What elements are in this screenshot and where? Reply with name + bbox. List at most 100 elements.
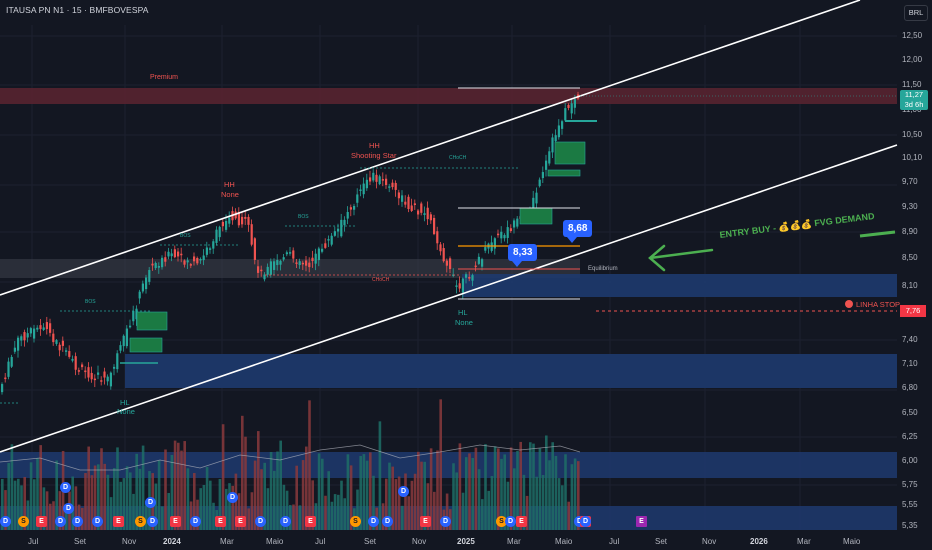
candle-body	[327, 239, 330, 241]
candle-body	[458, 283, 461, 289]
equilibrium-zone	[0, 259, 580, 278]
volume-bar	[263, 462, 266, 530]
volume-bar	[17, 478, 20, 530]
candle-body	[177, 251, 180, 257]
volume-bar	[372, 475, 375, 530]
candle-body	[180, 253, 183, 256]
candle-body	[202, 255, 205, 261]
volume-bar	[525, 495, 529, 530]
event-marker[interactable]: D	[368, 516, 379, 527]
candle-body	[55, 340, 58, 344]
candle-body	[122, 335, 125, 347]
candle-body	[330, 235, 333, 245]
event-marker[interactable]: S	[350, 516, 361, 527]
volume-bar	[532, 443, 535, 530]
event-marker[interactable]: D	[574, 516, 585, 527]
event-marker[interactable]: E	[215, 516, 226, 527]
dividend-marker[interactable]: D	[63, 503, 74, 514]
volume-bar	[298, 505, 302, 530]
event-marker[interactable]: D	[0, 516, 11, 527]
event-marker[interactable]: D	[440, 516, 451, 527]
event-marker[interactable]: E	[305, 516, 316, 527]
event-marker[interactable]: D	[382, 516, 393, 527]
volume-bar	[23, 477, 26, 530]
volume-bar	[487, 490, 490, 530]
volume-bar	[177, 442, 180, 530]
event-marker[interactable]: S	[18, 516, 29, 527]
time-tick-label: Set	[74, 537, 87, 546]
price-tick-label: 12,00	[902, 55, 923, 64]
event-marker[interactable]: D	[190, 516, 201, 527]
volume-bar	[167, 493, 170, 530]
volume-bar	[365, 460, 369, 530]
volume-bar	[391, 466, 394, 530]
price-tick-label: 5,75	[902, 480, 918, 489]
bos-label-3: BOS	[85, 299, 96, 305]
dividend-marker[interactable]: D	[398, 486, 409, 497]
price-label-low[interactable]: 8,33	[508, 244, 538, 267]
price-label-high[interactable]: 8,68	[563, 220, 593, 243]
candle-body	[490, 242, 493, 251]
volume-bar	[573, 458, 577, 530]
volume-bar	[570, 464, 574, 530]
price-tick-label: 6,50	[902, 408, 918, 417]
event-marker[interactable]: E	[516, 516, 527, 527]
volume-bar	[49, 503, 52, 530]
volume-bar	[132, 493, 135, 530]
event-marker[interactable]: D	[72, 516, 83, 527]
candle-body	[535, 192, 538, 204]
candle-body	[215, 229, 218, 243]
event-marker[interactable]: D	[255, 516, 266, 527]
event-marker[interactable]: S	[135, 516, 146, 527]
candle-body	[311, 257, 314, 262]
volume-bar	[65, 505, 68, 530]
volume-bar	[253, 460, 257, 530]
fvg-boxes	[129, 141, 586, 353]
earnings-pending-marker[interactable]: E	[636, 516, 647, 527]
candle-body	[375, 174, 378, 182]
volume-bar	[4, 490, 7, 530]
event-marker[interactable]: E	[113, 516, 124, 527]
volume-bar	[564, 454, 567, 530]
dividend-marker[interactable]: D	[580, 516, 591, 527]
event-marker[interactable]: S	[496, 516, 507, 527]
entry-arrow	[648, 244, 714, 272]
volume-bar	[97, 464, 100, 530]
volume-bar	[173, 440, 177, 530]
dividend-marker[interactable]: D	[227, 492, 238, 503]
event-marker[interactable]: E	[170, 516, 181, 527]
candle-body	[13, 347, 16, 352]
time-tick-label: Jul	[28, 537, 39, 546]
volume-bar	[458, 443, 462, 530]
time-tick-label: Nov	[702, 537, 717, 546]
candle-body	[257, 266, 260, 273]
candle-body	[337, 228, 340, 232]
candle-body	[103, 371, 106, 378]
event-marker[interactable]: D	[147, 516, 158, 527]
time-tick-label: Maio	[555, 537, 573, 546]
candle-body	[250, 224, 253, 245]
volume-bar	[433, 491, 436, 530]
price-tick-label: 8,10	[902, 281, 918, 290]
event-marker[interactable]: D	[280, 516, 291, 527]
candle-body	[410, 205, 413, 211]
event-marker[interactable]: E	[420, 516, 431, 527]
currency-button[interactable]: BRL	[904, 5, 928, 21]
volume-bar	[193, 473, 196, 530]
candle-body	[541, 172, 544, 179]
dividend-marker[interactable]: D	[60, 482, 71, 493]
volume-bar	[509, 447, 513, 530]
price-tick-label: 9,70	[902, 177, 918, 186]
event-marker[interactable]: D	[92, 516, 103, 527]
price-tick-label: 12,50	[902, 31, 923, 40]
event-marker[interactable]: E	[36, 516, 47, 527]
event-marker[interactable]: D	[505, 516, 516, 527]
hl-left-sub: None	[117, 407, 135, 416]
candle-body	[266, 266, 269, 275]
volume-bar	[538, 448, 542, 530]
event-marker[interactable]: D	[55, 516, 66, 527]
event-marker[interactable]: E	[235, 516, 246, 527]
volume-bar	[10, 444, 14, 530]
dividend-marker[interactable]: D	[145, 497, 156, 508]
